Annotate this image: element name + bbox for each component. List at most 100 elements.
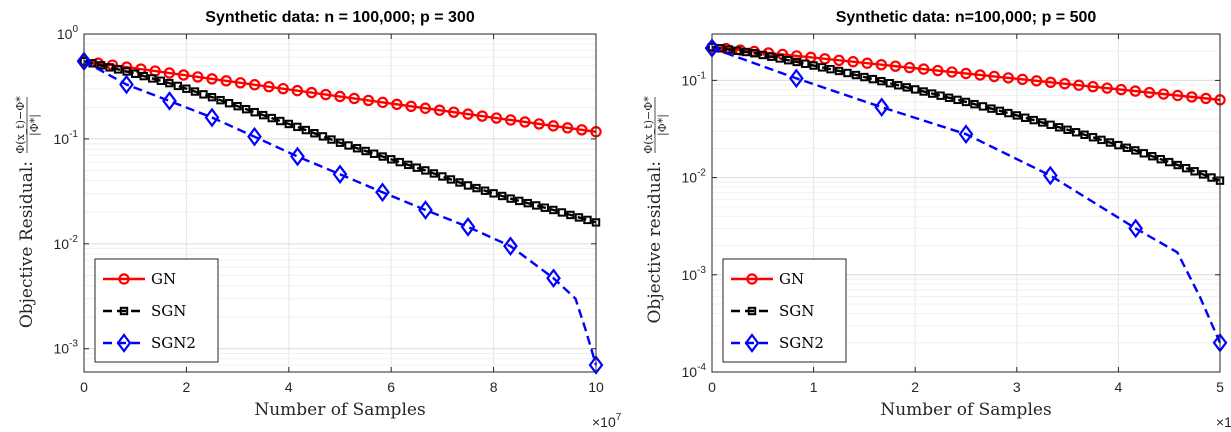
- data-point: [1042, 165, 1058, 186]
- y-axis-label-prefix: Objective residual:: [645, 161, 665, 324]
- legend-marker-gn: [118, 273, 130, 285]
- data-point: [1115, 83, 1127, 96]
- data-point: [476, 110, 488, 122]
- y-axis-label-numerator: Φ(x_t)−Φ*: [642, 96, 655, 154]
- data-point: [826, 64, 835, 74]
- data-point: [1029, 115, 1038, 125]
- y-axis-label: Objective residual: Φ(x_t)−Φ* |Φ*|: [642, 96, 670, 324]
- data-point: [834, 66, 844, 76]
- data-point: [177, 69, 190, 81]
- y-tick-exponent: -2: [69, 234, 78, 245]
- data-point: [122, 67, 131, 76]
- data-point: [276, 116, 285, 126]
- y-tick-label: 10-2: [682, 168, 707, 186]
- data-point: [847, 56, 859, 68]
- data-point: [119, 74, 134, 95]
- data-point: [889, 60, 902, 72]
- data-point: [506, 194, 515, 203]
- data-point: [293, 122, 302, 132]
- legend-box: [94, 258, 219, 363]
- data-point: [480, 186, 490, 195]
- data-point: [421, 166, 430, 175]
- y-tick-exponent: -4: [697, 362, 706, 373]
- data-point: [868, 74, 878, 84]
- y-axis-label-denominator: |Φ*|: [28, 114, 42, 136]
- data-point: [1087, 80, 1099, 93]
- x-tick-label: 2: [183, 379, 191, 395]
- data-point: [216, 95, 225, 105]
- data-point: [936, 91, 945, 100]
- x-tick-label: 3: [1013, 379, 1021, 395]
- data-point: [504, 114, 517, 126]
- x-tick-label: 4: [285, 379, 293, 395]
- data-point: [241, 104, 251, 114]
- data-point: [885, 79, 894, 88]
- y-axis-label-numerator: Φ(x_t)−Φ*: [14, 96, 27, 154]
- y-tick-exponent: -1: [69, 129, 78, 140]
- x-tick-label: 0: [80, 379, 88, 395]
- data-point: [497, 191, 507, 201]
- data-point: [1080, 130, 1089, 139]
- data-point: [1088, 133, 1098, 142]
- data-point: [378, 152, 387, 161]
- data-point: [557, 208, 567, 217]
- data-point: [361, 146, 370, 156]
- data-point: [877, 76, 886, 86]
- data-point: [788, 68, 804, 89]
- data-point: [1002, 72, 1015, 84]
- data-point: [1016, 73, 1029, 86]
- x-axis-label: Number of Samples: [254, 400, 425, 420]
- y-tick-base: 10: [682, 72, 698, 88]
- data-point: [860, 72, 869, 82]
- y-axis-label-denominator: |Φ*|: [656, 114, 670, 136]
- data-point: [809, 61, 818, 70]
- data-point: [547, 120, 560, 132]
- data-point: [1038, 118, 1047, 127]
- data-point: [1101, 82, 1113, 94]
- data-point: [540, 203, 549, 212]
- y-tick-label: 100: [57, 24, 79, 42]
- data-point: [574, 213, 584, 222]
- axes-box: [711, 33, 1221, 373]
- data-point: [833, 54, 845, 66]
- data-point: [1198, 170, 1208, 179]
- data-point: [861, 57, 873, 69]
- series-line-gn: [83, 60, 597, 133]
- x-tick-label: 8: [490, 379, 498, 395]
- data-point: [446, 175, 456, 184]
- legend-label-sgn2: SGN2: [779, 334, 824, 352]
- data-point: [1128, 218, 1144, 239]
- data-point: [139, 71, 148, 81]
- x-tick-label: 1: [810, 379, 818, 395]
- data-point: [1173, 160, 1182, 170]
- data-point: [875, 58, 888, 71]
- data-point: [523, 198, 532, 208]
- data-point: [387, 155, 396, 164]
- data-point: [199, 90, 208, 99]
- data-point: [1012, 111, 1021, 120]
- data-point: [327, 135, 336, 144]
- y-tick-base: 10: [682, 364, 698, 380]
- data-point: [741, 47, 751, 57]
- data-point: [290, 146, 305, 167]
- series-sgn: [707, 42, 1225, 185]
- x-multiplier-base: ×10: [592, 414, 616, 430]
- chart-title: Synthetic data: n=100,000; p = 500: [836, 9, 1097, 26]
- data-point: [566, 210, 575, 220]
- data-point: [433, 104, 446, 116]
- axes-box: [83, 33, 597, 373]
- data-point: [1030, 75, 1043, 87]
- y-tick-label: 10-3: [54, 339, 79, 357]
- data-point: [105, 63, 114, 72]
- legend-marker-sgn: [119, 306, 129, 316]
- data-point: [532, 201, 541, 210]
- series-line-sgn2: [711, 46, 1222, 344]
- data-point: [546, 268, 561, 289]
- data-point: [817, 63, 827, 72]
- legend-label-gn: GN: [151, 270, 176, 288]
- data-point: [961, 97, 971, 107]
- data-point: [1063, 125, 1072, 134]
- data-point: [1139, 149, 1148, 158]
- series-sgn2: [76, 51, 604, 375]
